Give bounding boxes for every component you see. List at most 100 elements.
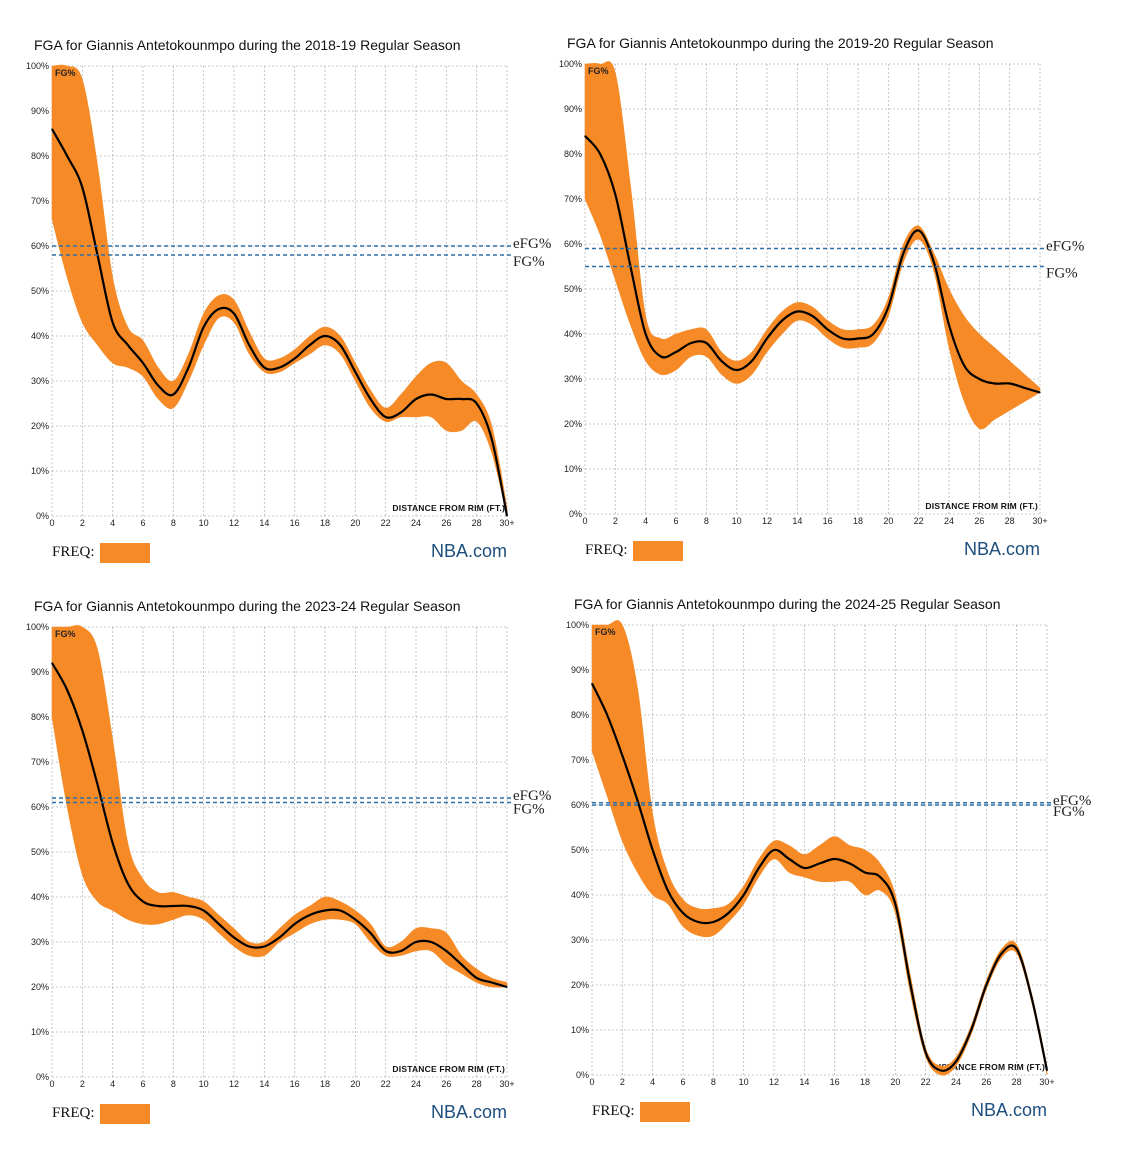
reference-label-fg: FG% xyxy=(1046,266,1078,282)
fg-data-point xyxy=(751,360,753,362)
y-tick-label: 80% xyxy=(31,712,49,722)
x-tick-label: 6 xyxy=(680,1077,685,1087)
x-tick-label: 22 xyxy=(381,518,391,528)
fg-data-point xyxy=(324,335,326,337)
x-tick-label: 8 xyxy=(704,516,709,526)
fg-data-point xyxy=(1009,382,1011,385)
fg-data-point xyxy=(263,945,265,948)
fg-data-point xyxy=(675,351,677,353)
x-tick-label: 2 xyxy=(80,518,85,528)
y-tick-label: 70% xyxy=(31,196,49,206)
fg-data-point xyxy=(925,1051,927,1054)
y-tick-label: 30% xyxy=(31,937,49,947)
fg-data-point xyxy=(309,344,311,346)
y-tick-label: 60% xyxy=(564,239,582,249)
x-tick-label: 18 xyxy=(320,518,330,528)
x-axis-label: DISTANCE FROM RIM (FT.) xyxy=(932,1062,1045,1072)
fg-data-point xyxy=(864,871,866,874)
y-tick-label: 50% xyxy=(31,847,49,857)
reference-label-efg: eFG% xyxy=(1046,239,1084,255)
x-tick-label: 24 xyxy=(411,1079,421,1089)
y-tick-label: 50% xyxy=(31,286,49,296)
y-tick-label: 90% xyxy=(31,106,49,116)
fg-data-point xyxy=(203,326,205,328)
fg-data-point xyxy=(51,128,53,130)
y-tick-label: 40% xyxy=(564,329,582,339)
freq-label: FREQ: xyxy=(52,1105,95,1121)
x-tick-label: 12 xyxy=(229,518,239,528)
fg-data-point xyxy=(51,662,53,664)
fg-data-point xyxy=(788,858,790,860)
chart-svg-2018-19: FGA for Giannis Antetokounmpo during the… xyxy=(26,37,551,563)
y-tick-label: 60% xyxy=(31,241,49,251)
x-tick-label: 20 xyxy=(350,1079,360,1089)
freq-label: FREQ: xyxy=(592,1103,635,1119)
y-tick-label: 70% xyxy=(571,755,589,765)
fg-data-point xyxy=(187,366,190,369)
y-tick-label: 10% xyxy=(564,464,582,474)
reference-label-fg: FG% xyxy=(513,254,545,270)
y-tick-label: 90% xyxy=(31,667,49,677)
fg-data-point xyxy=(278,366,281,369)
y-tick-label: 100% xyxy=(26,61,49,71)
fg-data-point xyxy=(758,867,760,869)
y-tick-label: 60% xyxy=(31,802,49,812)
fg-data-point xyxy=(218,923,220,925)
fg-data-point xyxy=(993,382,996,385)
chart-svg-2023-24: FGA for Giannis Antetokounmpo during the… xyxy=(26,598,551,1124)
y-tick-label: 10% xyxy=(31,1027,49,1037)
fg-data-point xyxy=(614,193,616,196)
fg-confidence-band xyxy=(51,625,508,988)
freq-swatch xyxy=(633,541,683,561)
x-tick-label: 24 xyxy=(951,1077,961,1087)
chart-title: FGA for Giannis Antetokounmpo during the… xyxy=(574,596,1001,612)
x-tick-label: 22 xyxy=(381,1079,391,1089)
x-tick-label: 20 xyxy=(890,1077,900,1087)
fg-data-point xyxy=(1024,387,1026,389)
fg-data-point xyxy=(652,849,654,851)
fg-data-point xyxy=(430,941,432,943)
fg-data-point xyxy=(354,918,356,921)
y-tick-label: 10% xyxy=(571,1025,589,1035)
fg-data-point xyxy=(506,515,508,517)
fg-data-point xyxy=(66,689,68,691)
x-tick-label: 28 xyxy=(1005,516,1015,526)
fg-data-point xyxy=(354,371,356,373)
x-tick-label: 12 xyxy=(769,1077,779,1087)
y-tick-label: 100% xyxy=(559,59,582,69)
x-tick-label: 6 xyxy=(140,1079,145,1089)
fg-data-point xyxy=(294,923,296,925)
fg-data-point xyxy=(955,1060,957,1063)
x-tick-label: 16 xyxy=(290,518,300,528)
fg-data-point xyxy=(743,894,745,896)
freq-label: FREQ: xyxy=(585,542,628,558)
x-tick-label: 26 xyxy=(441,518,451,528)
fg-data-point xyxy=(978,378,980,380)
fg-data-point xyxy=(857,337,859,340)
fg-data-point xyxy=(339,909,341,912)
fg-data-point xyxy=(81,186,83,189)
x-tick-label: 8 xyxy=(711,1077,716,1087)
x-tick-label: 0 xyxy=(49,518,54,528)
fg-data-point xyxy=(811,315,814,317)
fg-data-point xyxy=(369,932,372,934)
fg-data-point xyxy=(460,963,463,966)
fg-data-point xyxy=(606,714,608,716)
x-tick-label: 10 xyxy=(199,518,209,528)
fg-data-point xyxy=(796,310,798,313)
reference-label-efg: eFG% xyxy=(513,236,551,252)
y-tick-label: 40% xyxy=(31,892,49,902)
fg-data-point xyxy=(385,950,387,952)
fg-data-point xyxy=(827,328,829,331)
fg-data-point xyxy=(636,799,639,802)
freq-swatch xyxy=(640,1102,690,1122)
fg-data-point xyxy=(599,153,601,155)
x-tick-label: 20 xyxy=(883,516,893,526)
x-tick-label: 30+ xyxy=(499,1079,514,1089)
chart-panel-2018-19: FGA for Giannis Antetokounmpo during the… xyxy=(0,0,560,580)
fg-data-point xyxy=(1046,1069,1048,1072)
x-tick-label: 30+ xyxy=(499,518,514,528)
fg-data-point xyxy=(476,402,478,405)
fg-data-point xyxy=(834,858,836,860)
fg-data-point xyxy=(1016,948,1018,950)
